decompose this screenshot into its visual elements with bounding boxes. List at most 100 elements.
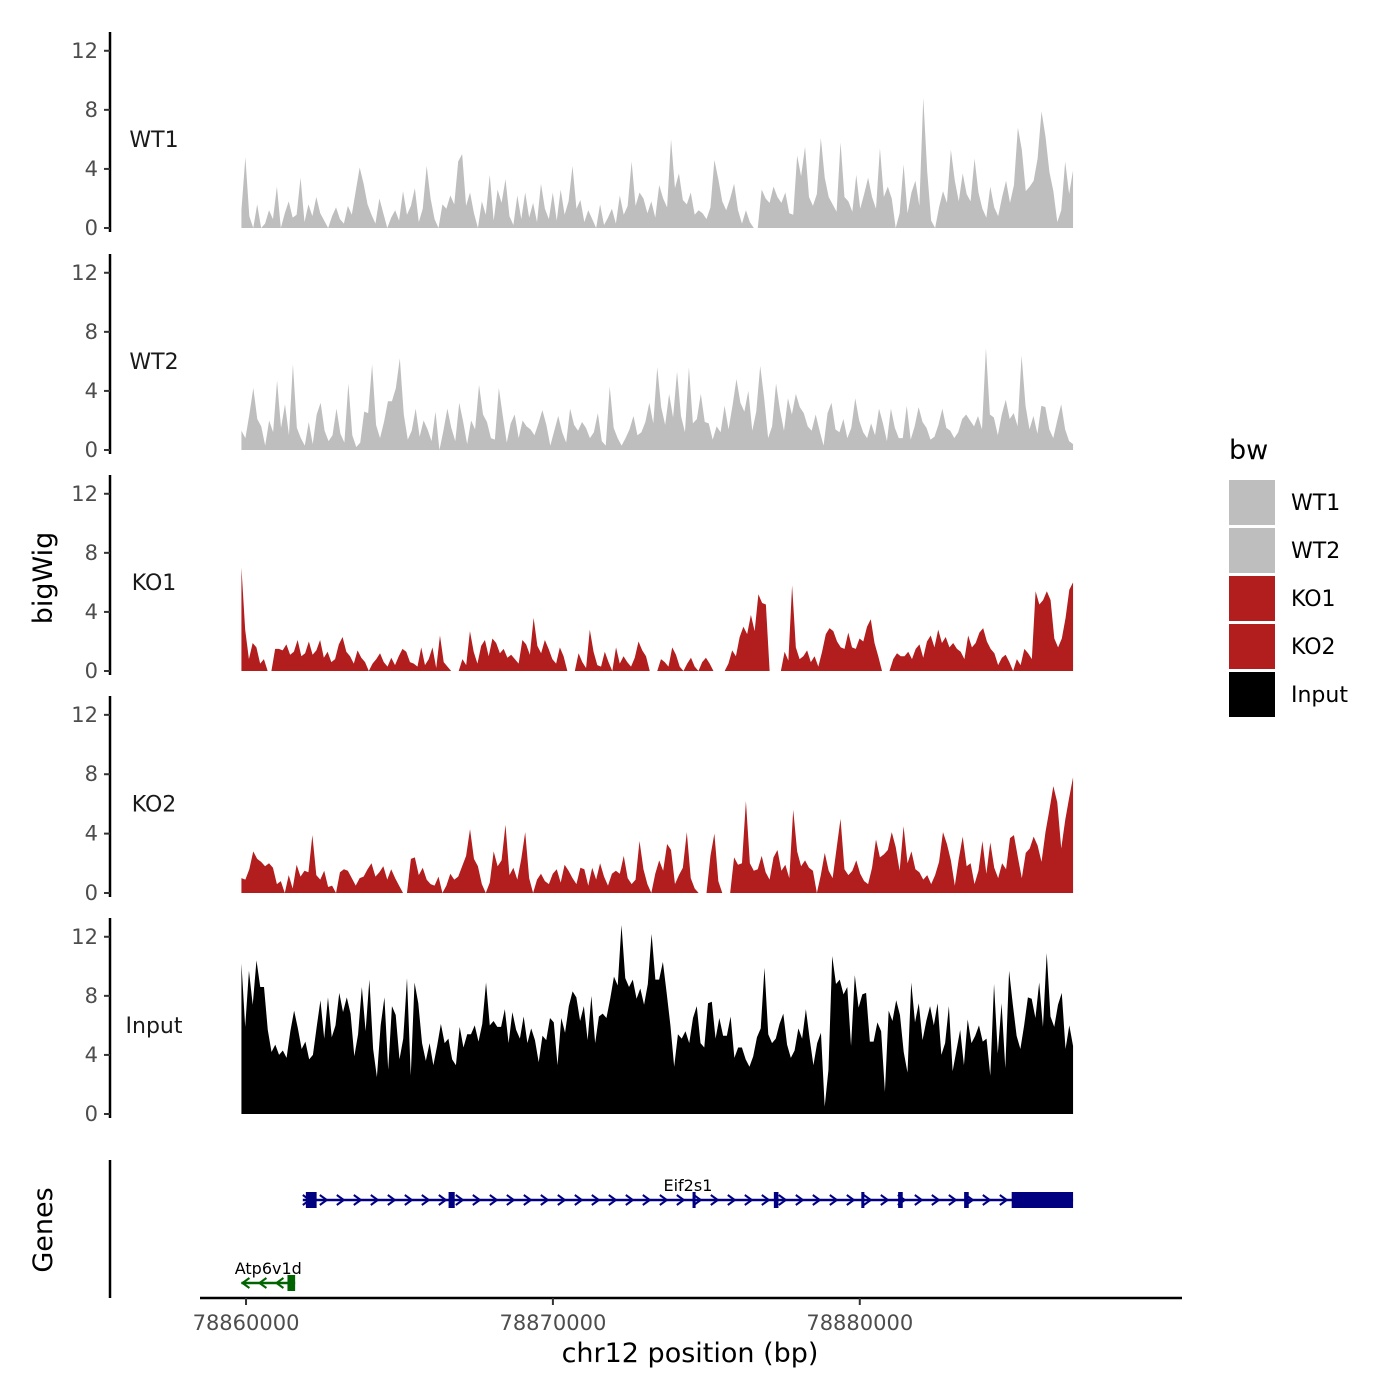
y-tick-label: 8 xyxy=(85,984,98,1008)
legend-title: bw xyxy=(1229,435,1268,466)
strand-chevron xyxy=(240,1277,251,1289)
y-tick-label: 4 xyxy=(85,822,98,846)
legend-swatch xyxy=(1229,528,1275,573)
legend-label: Input xyxy=(1291,683,1348,708)
strand-chevron xyxy=(591,1194,601,1206)
x-tick-label: 78880000 xyxy=(806,1311,913,1335)
area-input xyxy=(241,924,1074,1114)
strand-chevron xyxy=(931,1194,941,1206)
y-tick-label: 0 xyxy=(85,659,98,683)
legend-item-wt2: WT2 xyxy=(1229,528,1340,573)
strand-chevron xyxy=(625,1194,635,1206)
strand-chevron xyxy=(336,1194,346,1206)
y-tick-label: 12 xyxy=(71,39,98,63)
y-tick-label: 4 xyxy=(85,1043,98,1067)
track-wt1: 0 4 8 12 WT1 xyxy=(71,32,1074,240)
strand-chevron xyxy=(914,1194,924,1206)
gene-exon xyxy=(305,1192,317,1208)
area-ko1 xyxy=(241,567,1074,671)
gene-atp6v1d: Atp6v1d xyxy=(235,1259,302,1291)
y-tick-label: 0 xyxy=(85,438,98,462)
y-tick-label: 0 xyxy=(85,881,98,905)
track-label-input: Input xyxy=(126,1014,183,1039)
legend-item-input: Input xyxy=(1229,672,1348,717)
gene-exon xyxy=(861,1192,865,1208)
y-tick-label: 8 xyxy=(85,320,98,344)
strand-chevron xyxy=(557,1194,567,1206)
track-label-ko1: KO1 xyxy=(132,571,177,596)
legend-swatch xyxy=(1229,672,1275,717)
strand-chevron xyxy=(727,1194,737,1206)
gene-exon xyxy=(448,1192,455,1208)
area-wt1 xyxy=(241,98,1074,228)
track-label-ko2: KO2 xyxy=(132,792,177,817)
strand-chevron xyxy=(489,1194,499,1206)
legend-swatch xyxy=(1229,480,1275,525)
strand-chevron xyxy=(710,1194,720,1206)
y-axis-title: bigWig xyxy=(28,532,59,625)
strand-chevron xyxy=(693,1194,703,1206)
strand-chevron xyxy=(795,1194,805,1206)
strand-chevron xyxy=(608,1194,618,1206)
y-tick-label: 12 xyxy=(71,261,98,285)
y-tick-label: 0 xyxy=(85,1102,98,1126)
x-axis-title: chr12 position (bp) xyxy=(562,1338,819,1369)
strand-chevron xyxy=(319,1194,329,1206)
strand-chevron xyxy=(387,1194,397,1206)
y-tick-label: 8 xyxy=(85,98,98,122)
legend-swatch xyxy=(1229,576,1275,621)
legend-label: WT2 xyxy=(1291,539,1340,564)
gene-label-atp6v1d: Atp6v1d xyxy=(235,1259,302,1278)
area-wt2 xyxy=(241,348,1074,450)
strand-chevron xyxy=(829,1194,839,1206)
strand-chevron xyxy=(370,1194,380,1206)
gene-exon xyxy=(773,1192,779,1208)
strand-chevron xyxy=(455,1194,465,1206)
strand-chevron xyxy=(574,1194,584,1206)
y-tick-label: 4 xyxy=(85,600,98,624)
strand-chevron xyxy=(948,1194,958,1206)
y-tick-label: 12 xyxy=(71,703,98,727)
track-ko1: 0 4 8 12 KO1 xyxy=(71,475,1074,683)
strand-chevron xyxy=(438,1194,448,1206)
legend-item-ko1: KO1 xyxy=(1229,576,1336,621)
strand-chevron xyxy=(880,1194,890,1206)
legend-item-wt1: WT1 xyxy=(1229,480,1340,525)
gene-label-eif2s1: Eif2s1 xyxy=(663,1176,712,1195)
bigwig-tracks: 0 4 8 12 WT1 0 4 8 12 WT2 0 4 8 12 KO1 0 4 8 12 KO2 0 4 8 12 Inp… xyxy=(71,32,1074,1126)
track-input: 0 4 8 12 Input xyxy=(71,918,1074,1126)
strand-chevron xyxy=(642,1194,652,1206)
track-wt2: 0 4 8 12 WT2 xyxy=(71,254,1074,462)
legend-label: WT1 xyxy=(1291,491,1340,516)
strand-chevron xyxy=(257,1277,268,1289)
y-tick-label: 8 xyxy=(85,762,98,786)
strand-chevron xyxy=(744,1194,754,1206)
track-ko2: 0 4 8 12 KO2 xyxy=(71,696,1074,905)
gene-exon xyxy=(898,1192,903,1208)
strand-chevron xyxy=(982,1194,992,1206)
gene-exon xyxy=(692,1192,696,1208)
x-tick-label: 78860000 xyxy=(193,1311,300,1335)
gene-eif2s1: Eif2s1 xyxy=(302,1176,1074,1208)
strand-chevron xyxy=(676,1194,686,1206)
x-tick-label: 78870000 xyxy=(499,1311,606,1335)
track-label-wt1: WT1 xyxy=(129,128,178,153)
strand-chevron xyxy=(659,1194,669,1206)
gene-exon xyxy=(964,1192,969,1208)
strand-chevron xyxy=(540,1194,550,1206)
genes-panel: Eif2s1 Atp6v1d xyxy=(108,1160,1074,1298)
y-tick-label: 8 xyxy=(85,541,98,565)
strand-chevron xyxy=(863,1194,873,1206)
strand-chevron xyxy=(778,1194,788,1206)
y-tick-label: 12 xyxy=(71,482,98,506)
strand-chevron xyxy=(472,1194,482,1206)
legend-label: KO1 xyxy=(1291,587,1336,612)
gene-exon xyxy=(287,1275,296,1291)
genes-axis-title: Genes xyxy=(28,1187,59,1272)
legend-swatch xyxy=(1229,624,1275,669)
strand-chevron xyxy=(812,1194,822,1206)
strand-chevron xyxy=(846,1194,856,1206)
strand-chevron xyxy=(274,1277,285,1289)
y-tick-label: 4 xyxy=(85,379,98,403)
